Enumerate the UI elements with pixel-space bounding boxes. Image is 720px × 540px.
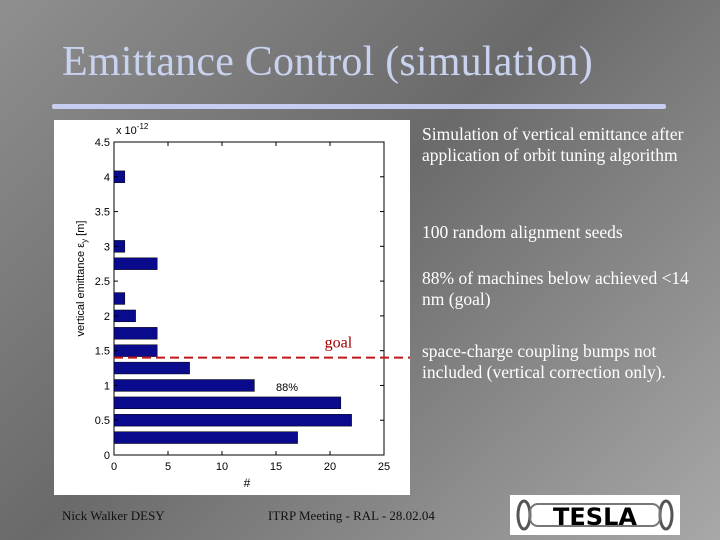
- x-tick-label: 10: [216, 461, 228, 473]
- x-tick-label: 5: [165, 461, 171, 473]
- histogram-bar: [113, 257, 158, 270]
- y-exponent-label: x 10-12: [116, 122, 149, 137]
- histogram-bar: [113, 361, 190, 375]
- y-tick-label: 4.5: [95, 137, 110, 149]
- histogram-bar: [113, 431, 298, 444]
- x-tick-label: 15: [270, 461, 282, 473]
- y-tick-label: 0.5: [95, 415, 110, 427]
- percent-annotation: 88%: [276, 382, 298, 394]
- y-tick-label: 1: [104, 380, 110, 392]
- histogram-bar: [113, 414, 352, 427]
- y-tick-label: 1.5: [95, 346, 110, 358]
- y-tick-label: 3.5: [95, 207, 110, 219]
- tesla-logo-text: TESLA: [553, 503, 637, 531]
- y-axis-label-subscript: y: [80, 239, 89, 243]
- histogram-bar: [113, 344, 158, 357]
- title-underline: [52, 104, 666, 109]
- histogram-svg: 0 0.5 1 1.5 2 2.5 3 3.5 4 4.5 0 5 10 15 20 25 x 10-12 # ve…: [75, 122, 410, 490]
- slide-title: Emittance Control (simulation): [62, 39, 593, 85]
- histogram-bar: [113, 292, 126, 305]
- histogram-bar: [113, 379, 255, 392]
- text-seeds: 100 random alignment seeds: [422, 222, 623, 242]
- goal-label: goal: [325, 335, 353, 352]
- footer-meeting: ITRP Meeting - RAL - 28.02.04: [268, 508, 435, 523]
- y-tick-label: 3: [104, 241, 110, 253]
- y-tick-label: 2: [104, 311, 110, 323]
- y-axis-label: vertical emittance εy [m]: [75, 221, 89, 337]
- text-goal-fraction: 88% of machines below achieved <14 nm (g…: [422, 268, 689, 309]
- x-tick-label: 20: [324, 461, 336, 473]
- emittance-histogram: 0 0.5 1 1.5 2 2.5 3 3.5 4 4.5 0 5 10 15 20 25 x 10-12 # ve…: [54, 120, 410, 495]
- y-tick-label: 4: [104, 172, 110, 184]
- y-axis-label-unit: [m]: [75, 221, 87, 239]
- y-exponent-superscript: -12: [137, 122, 149, 131]
- footer-author: Nick Walker DESY: [62, 508, 165, 523]
- x-axis-label: #: [244, 476, 251, 490]
- y-tick-label: 2.5: [95, 276, 110, 288]
- text-space-charge-note: space-charge coupling bumps not included…: [422, 341, 666, 382]
- histogram-bar: [113, 327, 158, 340]
- tesla-logo: TESLA: [510, 495, 680, 535]
- y-tick-label: 0: [104, 450, 110, 462]
- text-simulation-description: Simulation of vertical emittance after a…: [422, 124, 684, 165]
- x-tick-label: 0: [111, 461, 117, 473]
- histogram-bar: [113, 396, 342, 409]
- x-tick-label: 25: [378, 461, 390, 473]
